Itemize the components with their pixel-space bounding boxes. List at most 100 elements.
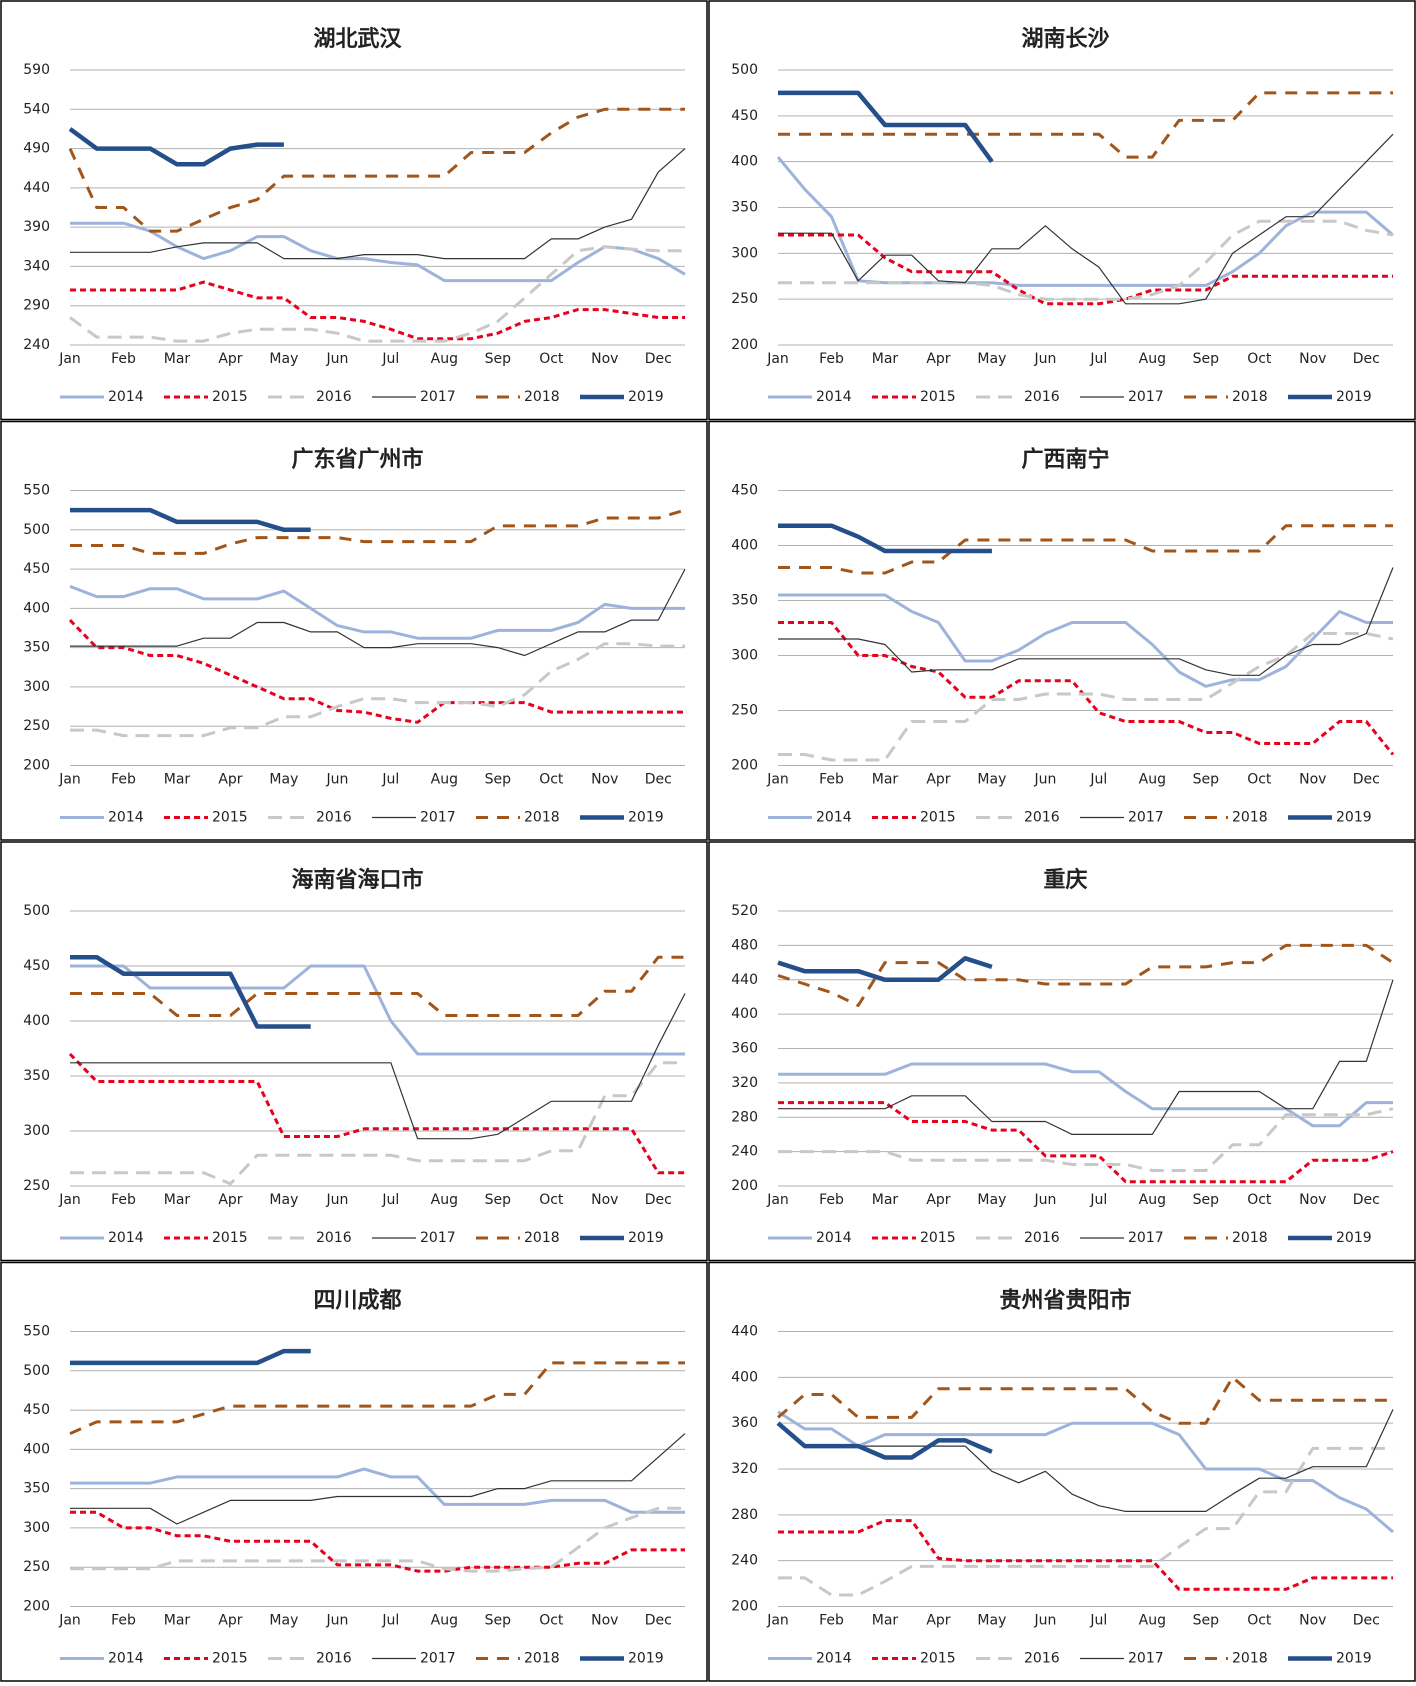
legend-label: 2019	[628, 1230, 664, 1246]
chart-panel: 湖北武汉 240 290 340 390 440 490 540 590 Jan Feb Mar Apr…	[0, 0, 708, 421]
series-line	[70, 1348, 311, 1366]
panel-border	[0, 1261, 708, 1682]
x-tick-label: Dec	[645, 351, 672, 367]
x-tick-label: Jun	[1033, 1613, 1056, 1629]
x-tick-label: Sep	[1193, 772, 1220, 788]
y-tick-label: 300	[23, 1123, 50, 1139]
x-tick-label: Nov	[1299, 772, 1326, 788]
legend-label: 2019	[1336, 389, 1372, 405]
legend-label: 2015	[920, 1651, 956, 1667]
x-tick-label: Feb	[111, 1192, 136, 1208]
legend-label: 2019	[628, 810, 664, 826]
series-line	[778, 1519, 1393, 1591]
chart-panel: 重庆 200 240 280 320 360 400 440 480 520 Jan Feb Mar Ap…	[708, 841, 1416, 1262]
x-tick-label: Jul	[381, 1613, 399, 1629]
series-line	[69, 1361, 685, 1435]
y-tick-label: 240	[731, 1553, 758, 1569]
x-tick-label: Mar	[164, 351, 191, 367]
y-tick-label: 350	[23, 1068, 50, 1084]
x-tick-label: Aug	[431, 1192, 458, 1208]
y-tick-label: 590	[23, 62, 50, 78]
legend-label: 2015	[212, 1230, 248, 1246]
legend-label: 2018	[1232, 810, 1268, 826]
x-tick-label: Dec	[645, 772, 672, 788]
y-tick-label: 240	[23, 337, 50, 353]
y-tick-label: 440	[731, 972, 758, 988]
y-tick-label: 400	[731, 154, 758, 170]
x-tick-label: Aug	[431, 772, 458, 788]
series-line	[778, 523, 992, 554]
series-line	[70, 568, 686, 657]
y-tick-label: 400	[23, 1441, 50, 1457]
y-tick-label: 280	[731, 1507, 758, 1523]
x-tick-label: Jul	[381, 772, 399, 788]
series-line	[776, 1421, 993, 1460]
legend-label: 2016	[316, 1230, 352, 1246]
x-tick-label: Dec	[645, 1613, 672, 1629]
x-tick-label: Jun	[325, 1613, 348, 1629]
x-tick-label: Mar	[164, 772, 191, 788]
x-tick-label: Nov	[591, 1613, 618, 1629]
legend-label: 2017	[420, 1651, 456, 1667]
series-line	[778, 1446, 1393, 1597]
x-tick-label: Apr	[218, 1192, 242, 1208]
x-tick-label: Sep	[485, 772, 512, 788]
x-tick-label: Jun	[325, 1192, 348, 1208]
x-tick-label: Aug	[1139, 1613, 1166, 1629]
y-tick-label: 200	[731, 337, 758, 353]
x-tick-label: Jan	[766, 351, 789, 367]
x-tick-label: Jan	[766, 772, 789, 788]
y-tick-label: 390	[23, 219, 50, 235]
panel-border	[0, 841, 708, 1262]
series-line	[778, 632, 1394, 762]
chart-panel: 湖南长沙 200 250 300 350 400 450 500 Jan Feb Mar Apr May…	[708, 0, 1416, 421]
legend-label: 2016	[1024, 810, 1060, 826]
series-line	[778, 219, 1394, 301]
y-tick-label: 400	[23, 1013, 50, 1029]
panel-border	[0, 420, 708, 841]
x-tick-label: Jul	[1089, 772, 1107, 788]
legend-label: 2018	[524, 389, 560, 405]
x-tick-label: Jul	[381, 351, 399, 367]
x-tick-label: May	[269, 1192, 298, 1208]
x-tick-label: Mar	[872, 1192, 899, 1208]
y-tick-label: 320	[731, 1075, 758, 1091]
series-line	[68, 619, 685, 724]
series-line	[70, 148, 686, 260]
x-tick-label: Mar	[872, 351, 899, 367]
x-tick-label: Feb	[819, 772, 844, 788]
x-tick-label: Oct	[1247, 772, 1272, 788]
x-tick-label: Feb	[819, 351, 844, 367]
series-line	[70, 1467, 685, 1514]
x-tick-label: Nov	[1299, 351, 1326, 367]
x-tick-label: Jan	[58, 772, 81, 788]
chart-title: 湖北武汉	[313, 27, 402, 52]
legend-label: 2016	[316, 1651, 352, 1667]
y-tick-label: 450	[731, 108, 758, 124]
x-tick-label: Jul	[1089, 351, 1107, 367]
x-tick-label: Dec	[645, 1192, 672, 1208]
y-tick-label: 400	[731, 1369, 758, 1385]
series-line	[778, 91, 1393, 159]
series-line	[70, 1061, 685, 1186]
x-tick-label: Sep	[485, 1613, 512, 1629]
y-tick-label: 300	[23, 679, 50, 695]
x-tick-label: Oct	[539, 351, 564, 367]
x-tick-label: Feb	[111, 351, 136, 367]
x-tick-label: Sep	[1193, 351, 1220, 367]
legend-label: 2018	[1232, 1230, 1268, 1246]
y-tick-label: 500	[731, 62, 758, 78]
panel-border	[708, 420, 1416, 841]
legend-label: 2015	[212, 389, 248, 405]
legend-label: 2015	[920, 810, 956, 826]
chart-title: 海南省海口市	[291, 867, 423, 893]
y-tick-label: 480	[731, 937, 758, 953]
x-tick-label: Feb	[111, 772, 136, 788]
x-tick-label: Sep	[1193, 1192, 1220, 1208]
x-tick-label: Jun	[1033, 1192, 1056, 1208]
series-line	[70, 642, 685, 738]
x-tick-label: May	[977, 772, 1006, 788]
series-line	[777, 1375, 1393, 1425]
legend-label: 2014	[816, 1651, 852, 1667]
